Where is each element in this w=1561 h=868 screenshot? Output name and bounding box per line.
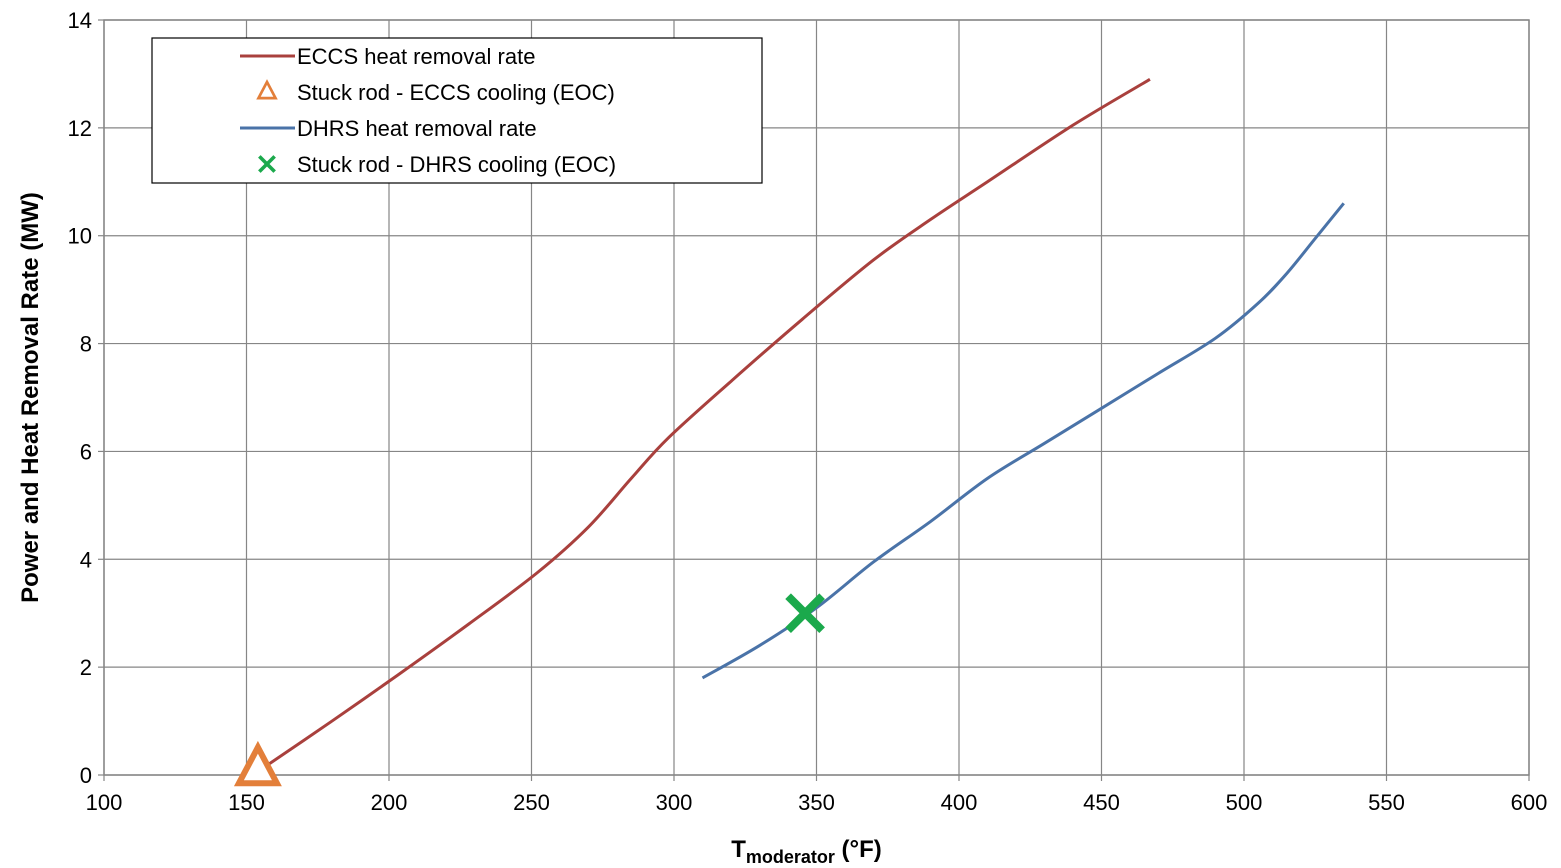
y-tick-label: 6 [80, 439, 92, 464]
tick-labels: 100 150 200 250 300 350 400 450 500 550 600 0 2 4 6 8 10… [68, 8, 1548, 815]
y-tick-label: 8 [80, 332, 92, 357]
x-axis-title-unit: (°F) [835, 836, 882, 863]
plot-area-border [103, 19, 1530, 776]
x-tick-label: 450 [1083, 790, 1120, 815]
x-tick-label: 350 [798, 790, 835, 815]
y-tick-label: 4 [80, 547, 92, 572]
y-axis-title: Power and Heat Removal Rate (MW) [17, 192, 44, 603]
y-tick-label: 2 [80, 655, 92, 680]
x-tick-label: 500 [1226, 790, 1263, 815]
legend-box [151, 37, 763, 184]
x-tick-label: 100 [86, 790, 123, 815]
legend: ECCS heat removal rate Stuck rod - ECCS c… [151, 37, 763, 184]
x-tick-label: 150 [228, 790, 265, 815]
x-tick-label: 400 [941, 790, 978, 815]
x-axis-title: Tmoderator (°F) [731, 836, 882, 867]
x-tick-label: 250 [513, 790, 550, 815]
legend-swatch-marker [256, 79, 278, 100]
y-tick-label: 10 [68, 224, 92, 249]
legend-label: Stuck rod - ECCS cooling (EOC) [297, 80, 615, 105]
series-1-line [259, 78, 1151, 771]
series-4-marker [785, 593, 825, 634]
series-layer [233, 78, 1345, 787]
legend-item-4: Stuck rod - DHRS cooling (EOC) [258, 152, 616, 177]
x-tick-label: 600 [1511, 790, 1548, 815]
y-tick-label: 14 [68, 8, 92, 33]
x-axis-title-subscript: moderator [746, 847, 835, 867]
legend-item-1: ECCS heat removal rate [240, 44, 535, 69]
legend-item-3: DHRS heat removal rate [240, 116, 537, 141]
series-3-line [701, 202, 1345, 680]
legend-item-2: Stuck rod - ECCS cooling (EOC) [256, 79, 615, 105]
legend-swatch-marker [258, 155, 276, 173]
x-tick-label: 300 [656, 790, 693, 815]
legend-items: ECCS heat removal rate Stuck rod - ECCS c… [240, 44, 616, 177]
legend-label: DHRS heat removal rate [297, 116, 537, 141]
legend-swatch-marker-stroke [258, 155, 276, 173]
x-tick-label: 550 [1368, 790, 1405, 815]
legend-label: ECCS heat removal rate [297, 44, 535, 69]
y-tick-label: 0 [80, 763, 92, 788]
legend-label: Stuck rod - DHRS cooling (EOC) [297, 152, 616, 177]
series-2-marker [233, 740, 282, 787]
x-tick-label: 200 [371, 790, 408, 815]
y-tick-label: 12 [68, 116, 92, 141]
series-4-marker-stroke [785, 593, 825, 634]
x-axis-title-main: T [731, 836, 746, 863]
